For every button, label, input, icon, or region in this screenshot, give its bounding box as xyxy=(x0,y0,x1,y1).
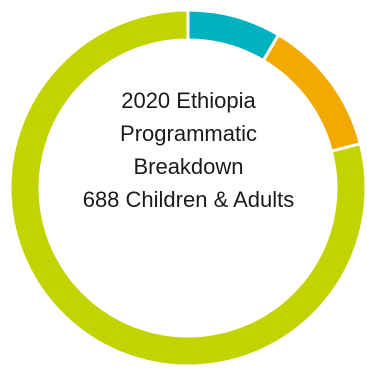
chart-title-line-1: 2020 Ethiopia xyxy=(121,88,256,113)
chart-center-label: 2020 Ethiopia Programmatic Breakdown 688… xyxy=(50,84,327,216)
chart-title-line-4: 688 Children & Adults xyxy=(82,187,295,212)
donut-slice-1 xyxy=(186,8,281,63)
chart-title-line-2: Programmatic xyxy=(120,121,257,146)
chart-title-line-3: Breakdown xyxy=(133,154,244,179)
donut-slice-3 xyxy=(8,8,367,368)
